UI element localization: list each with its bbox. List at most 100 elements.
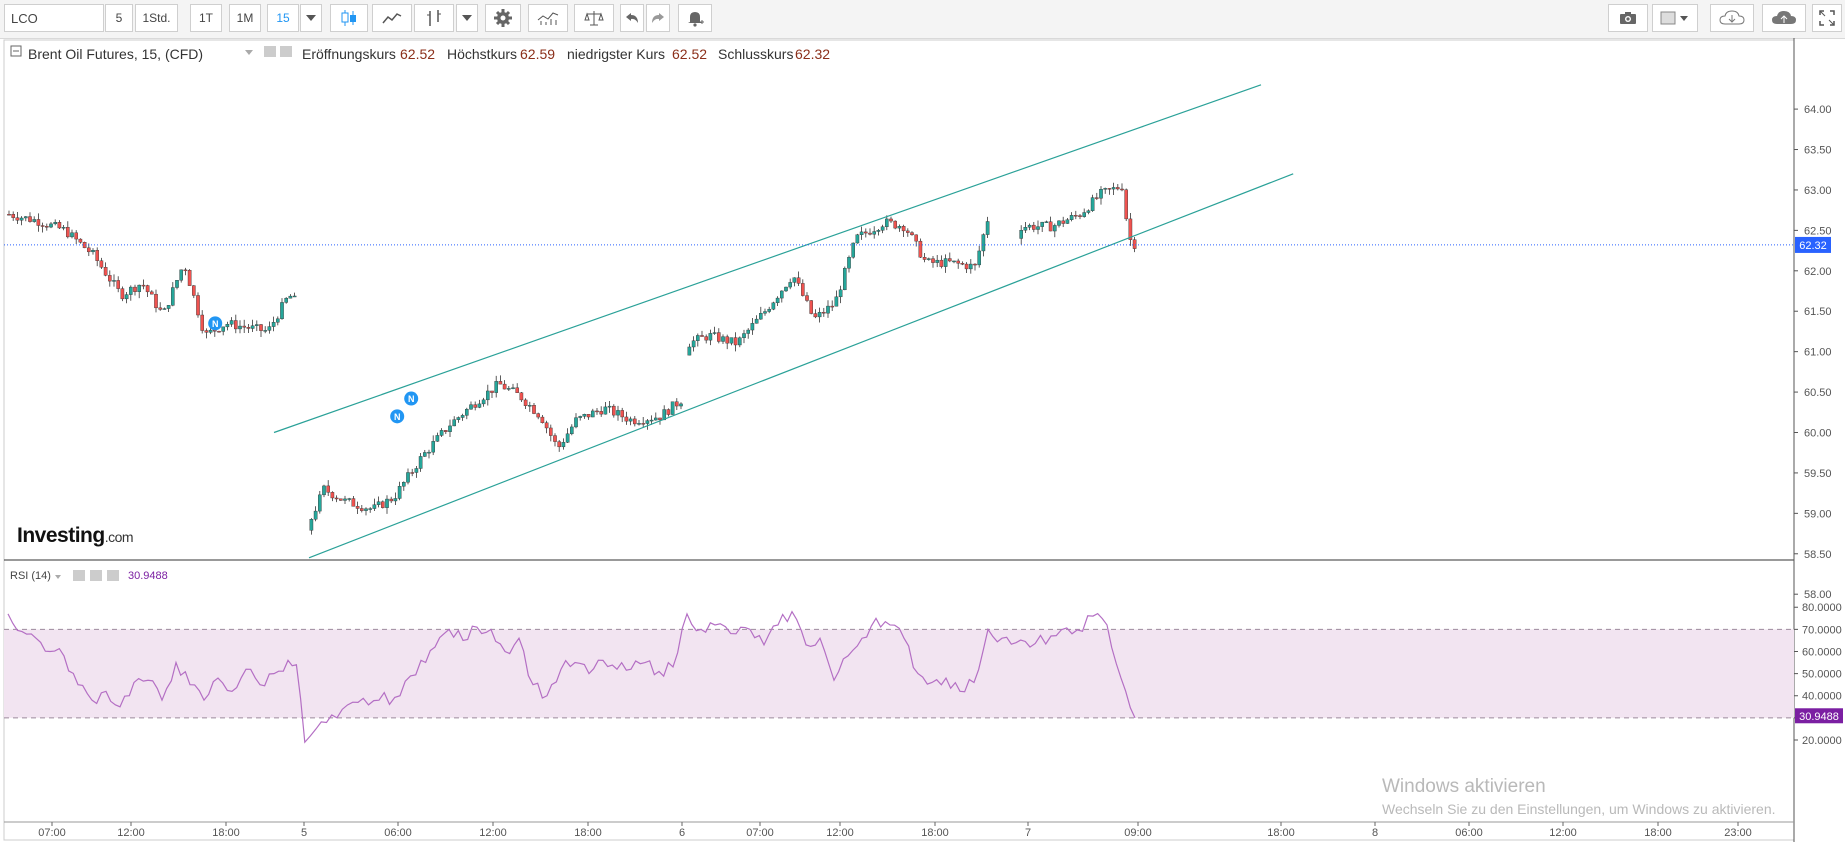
interval-5-button[interactable]: 5 [105, 4, 133, 32]
candle-body [149, 291, 154, 295]
chart-type-dropdown-button[interactable] [456, 4, 478, 32]
candle-body [431, 441, 436, 453]
candle-body [1128, 218, 1133, 240]
candle-body [574, 417, 578, 428]
news-markers[interactable]: NNN [208, 316, 419, 424]
close-label: Schlusskurs [718, 46, 793, 62]
fullscreen-icon [1819, 10, 1835, 26]
legend-visibility-icon[interactable] [264, 46, 276, 57]
price-tick-label: 61.50 [1804, 306, 1832, 318]
interval-1h-button[interactable]: 1Std. [135, 4, 178, 32]
candle-body [964, 263, 969, 270]
candle-body [414, 468, 419, 473]
screenshot-button[interactable] [1608, 4, 1648, 32]
candle-body [162, 308, 167, 310]
chart-canvas[interactable]: NNN 64.0063.5063.0062.5062.0061.5061.006… [0, 38, 1845, 842]
bar-chart-button[interactable] [414, 4, 454, 32]
candle-body [427, 451, 431, 454]
candle-body [960, 263, 965, 265]
candle-body [822, 311, 826, 314]
candle-body [599, 411, 603, 415]
candle-body [250, 325, 255, 329]
candle-body [137, 284, 142, 292]
interval-15-button[interactable]: 15 [267, 4, 299, 32]
candle-body [238, 325, 242, 330]
redo-button[interactable] [646, 4, 670, 32]
undo-button[interactable] [620, 4, 644, 32]
candle-body [284, 297, 289, 303]
candle-body [133, 286, 137, 292]
candle-body [696, 335, 700, 341]
candle-body [170, 287, 175, 306]
logo-suffix: .com [104, 529, 134, 545]
candle-body [679, 403, 683, 407]
candle-body [120, 288, 125, 300]
candle-body [1069, 215, 1074, 220]
candle-body [486, 390, 490, 401]
collapse-legend-icon[interactable] [10, 45, 22, 57]
candle-body [7, 214, 11, 216]
rsi-dropdown-icon[interactable] [55, 575, 61, 579]
candle-body [981, 234, 986, 252]
candle-body [15, 217, 20, 221]
candle-body [675, 401, 679, 407]
indicators-button[interactable] [528, 4, 568, 32]
rsi-tick-label: 60.0000 [1802, 646, 1842, 658]
candle-body [948, 258, 952, 262]
candle-body [893, 220, 897, 229]
news-marker-icon [390, 409, 405, 424]
rsi-settings-icon[interactable] [90, 570, 102, 581]
time-tick-label: 8 [1372, 827, 1378, 839]
legend-settings-icon[interactable] [280, 46, 292, 57]
candlestick-series [7, 182, 1137, 535]
candle-body [977, 250, 981, 266]
candle-body [561, 442, 566, 448]
rsi-visibility-icon[interactable] [73, 570, 85, 581]
alert-bell-icon [688, 12, 704, 27]
candle-body [1027, 224, 1032, 228]
candle-body [767, 308, 771, 312]
chart-toolbar: LCO 5 1Std. 1T 1M 15 [0, 0, 1845, 39]
rsi-remove-icon[interactable] [107, 570, 119, 581]
save-chart-button[interactable] [1762, 4, 1806, 32]
interval-1d-button[interactable]: 1T [190, 4, 222, 32]
line-chart-button[interactable] [372, 4, 412, 32]
candle-body [927, 258, 931, 260]
open-label: Eröffnungskurs [302, 46, 396, 62]
candle-body [1019, 230, 1023, 239]
price-tick-label: 64.00 [1804, 104, 1832, 116]
open-value: 62.52 [400, 46, 435, 62]
parallel-channel-drawing[interactable] [273, 84, 1294, 559]
candle-body [712, 332, 717, 334]
legend-dropdown-icon[interactable] [245, 50, 253, 55]
candle-body [368, 508, 373, 510]
candle-body [423, 452, 427, 457]
candle-body [402, 482, 406, 487]
candlestick-type-button[interactable] [330, 4, 368, 32]
price-tick-label: 62.00 [1804, 266, 1832, 278]
candle-body [208, 329, 213, 333]
candle-body [721, 336, 725, 342]
candle-body [1120, 188, 1124, 191]
time-axis: 07:00 12:00 18:00 5 06:00 12:00 18:00 6 07:00 12:… [38, 822, 1752, 839]
candle-body [620, 410, 624, 418]
fullscreen-button[interactable] [1812, 4, 1842, 32]
compare-button[interactable] [574, 4, 614, 32]
candle-body [868, 232, 872, 235]
interval-1m-button[interactable]: 1M [229, 4, 261, 32]
candle-body [859, 231, 864, 235]
interval-dropdown-button[interactable] [300, 4, 322, 32]
time-tick-label: 18:00 [1267, 827, 1295, 839]
symbol-input[interactable]: LCO [4, 4, 104, 32]
settings-button[interactable] [485, 4, 521, 32]
candle-body [1115, 187, 1120, 190]
candle-body [1057, 220, 1061, 226]
time-tick-label: 06:00 [1455, 827, 1483, 839]
candle-body [49, 223, 53, 228]
color-picker-button[interactable] [1652, 4, 1698, 32]
candle-body [217, 330, 221, 333]
load-chart-button[interactable] [1710, 4, 1754, 32]
create-alert-button[interactable] [678, 4, 712, 32]
time-tick-label: 5 [301, 827, 307, 839]
news-marker-icon [208, 316, 223, 331]
